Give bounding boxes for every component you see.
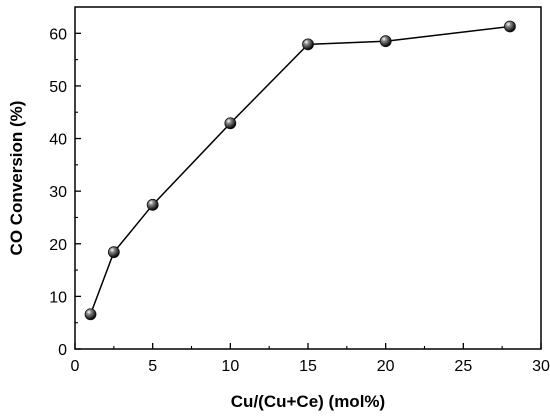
- tick-group: 0 5 10 15 20 25 30 0 10 20 30 40 50 60: [49, 26, 550, 375]
- data-point: [84, 308, 97, 321]
- y-axis-title: CO Conversion (%): [7, 101, 26, 256]
- y-tick-label: 60: [49, 26, 67, 43]
- x-tick-label: 10: [221, 358, 239, 375]
- y-tick-label: 20: [49, 237, 67, 254]
- x-tick-label: 30: [532, 358, 550, 375]
- y-tick-label: 0: [58, 342, 67, 359]
- marker-group: [84, 20, 516, 321]
- y-tick-label: 10: [49, 289, 67, 306]
- data-point: [224, 117, 237, 130]
- x-tick-label: 25: [454, 358, 472, 375]
- x-tick-label: 0: [71, 358, 80, 375]
- y-tick-label: 40: [49, 132, 67, 149]
- y-tick-label: 50: [49, 79, 67, 96]
- data-point: [379, 35, 392, 48]
- series-line: [89, 25, 511, 315]
- y-tick-label: 30: [49, 184, 67, 201]
- x-tick-label: 20: [377, 358, 395, 375]
- data-point: [504, 20, 516, 33]
- x-tick-label: 15: [299, 358, 317, 375]
- x-tick-label: 5: [148, 358, 157, 375]
- data-point: [302, 38, 314, 51]
- series-line-group: [89, 25, 511, 315]
- data-point: [146, 198, 159, 211]
- x-axis-title: Cu/(Cu+Ce) (mol%): [231, 392, 385, 411]
- data-point: [107, 246, 120, 259]
- plot-frame: [74, 6, 542, 350]
